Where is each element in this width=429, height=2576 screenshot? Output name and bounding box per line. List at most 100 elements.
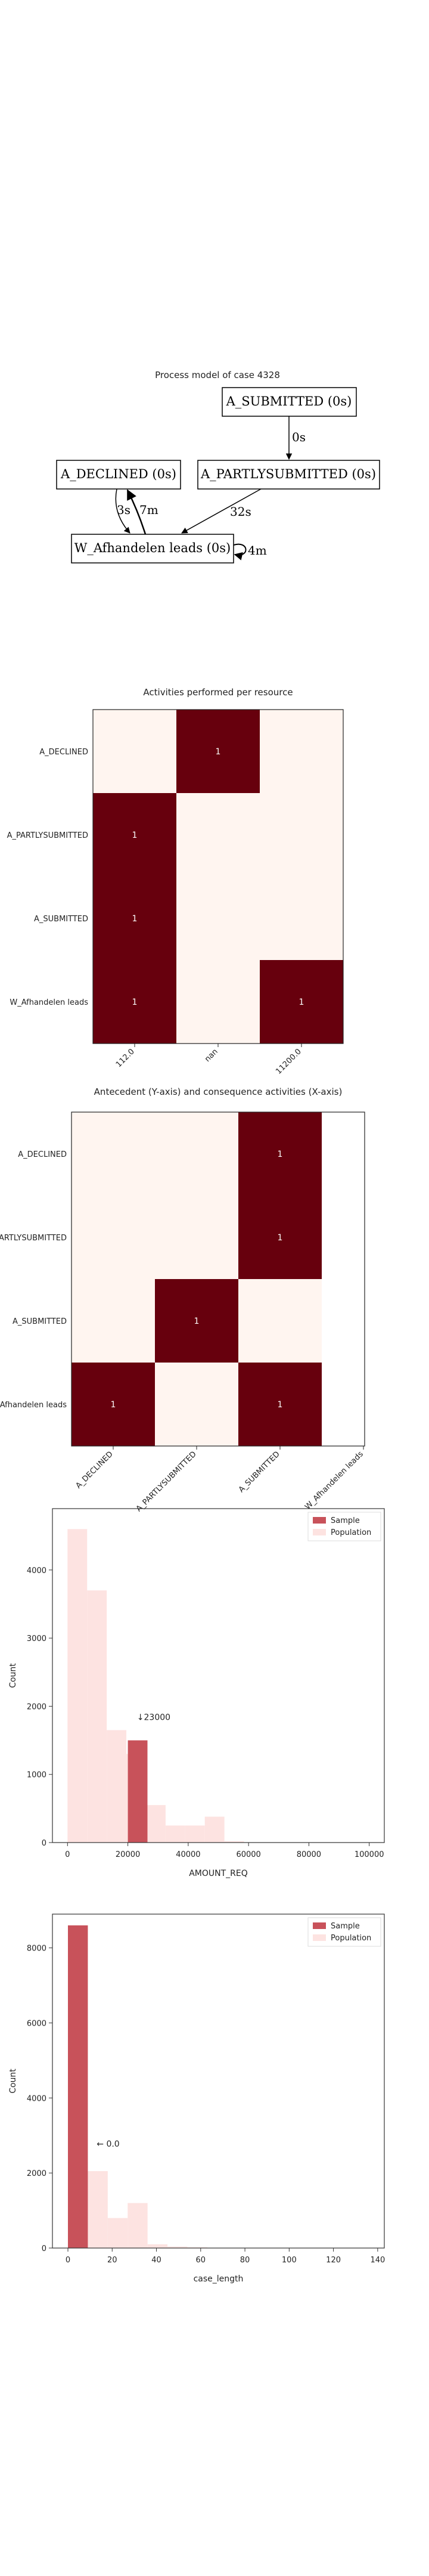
population-bar: [167, 2246, 188, 2248]
column-label: A_SUBMITTED: [237, 1450, 282, 1494]
column-label: A_DECLINED: [74, 1450, 114, 1490]
node-a-submitted-label: A_SUBMITTED (0s): [226, 394, 352, 408]
population-bar: [165, 1825, 185, 1843]
population-bar: [67, 1529, 88, 1843]
x-axis-label: case_length: [194, 2274, 244, 2284]
x-tick-label: 0: [65, 1850, 70, 1859]
x-tick-label: 120: [326, 2256, 341, 2265]
population-bar: [107, 2218, 128, 2248]
x-tick-label: 100000: [355, 1850, 384, 1859]
heatmap-cell: [260, 793, 343, 877]
y-tick-label: 1000: [27, 1771, 46, 1780]
y-tick-label: 4000: [27, 1566, 46, 1575]
heatmap-cell: [238, 1196, 322, 1279]
heatmap-cell: [176, 710, 260, 793]
y-tick-label: 8000: [27, 1945, 46, 1953]
edge-afhandelen-declined: [126, 489, 147, 535]
heatmap-cell: [93, 793, 176, 877]
row-label: W_Afhandelen leads: [10, 998, 88, 1007]
y-tick-label: 2000: [27, 2169, 46, 2178]
heatmap-cell: [260, 877, 343, 960]
x-tick-label: 100: [282, 2256, 297, 2265]
population-bar: [187, 2247, 207, 2248]
column-label: nan: [203, 1047, 220, 1064]
row-label: W_Afhandelen leads: [0, 1401, 67, 1410]
node-a-partlysubmitted-label: A_PARTLYSUBMITTED (0s): [200, 467, 376, 481]
edge-partly-afhandelen-label: 32s: [230, 504, 251, 519]
cell-value-label: 1: [132, 831, 138, 840]
cell-value-label: 1: [132, 914, 138, 924]
heatmap-cell: [93, 960, 176, 1044]
heatmap-cell: [72, 1112, 155, 1196]
population-bar: [224, 1841, 244, 1843]
edge-declined-afhandelen: [115, 488, 130, 534]
heatmap-cell: [155, 1279, 238, 1363]
process-model-graph: Process model of case 4328 A_SUBMITTED (…: [56, 370, 380, 564]
edge-afhandelen-self-label: 4m: [248, 543, 267, 558]
cell-value-label: 1: [299, 998, 304, 1007]
antecedent-consequence-heatmap: Antecedent (Y-axis) and consequence acti…: [0, 1086, 365, 1513]
population-bar: [185, 1825, 205, 1843]
population-bar: [147, 2244, 168, 2248]
population-bar: [107, 1730, 127, 1843]
x-tick-label: 140: [370, 2256, 385, 2265]
legend-swatch: [313, 1517, 326, 1524]
annotation-label: ↓23000: [137, 1713, 170, 1722]
cell-value-label: 1: [194, 1317, 200, 1326]
population-bar: [87, 1590, 107, 1843]
edge-partly-afhandelen: [181, 488, 262, 534]
heatmap-cell: [72, 1196, 155, 1279]
y-tick-label: 0: [42, 1839, 46, 1848]
heatmap-cell: [93, 877, 176, 960]
y-tick-label: 0: [42, 2244, 46, 2253]
sample-bar: [67, 1925, 88, 2248]
plot-frame: [71, 1111, 365, 1447]
heatmap-cell: [238, 1363, 322, 1446]
x-tick-label: 40000: [176, 1850, 200, 1859]
heatmap-cell: [72, 1363, 155, 1446]
heatmap-cell: [155, 1363, 238, 1446]
heatmap-cell: [155, 1196, 238, 1279]
x-tick-label: 80: [240, 2256, 250, 2265]
row-label: A_PARTLYSUBMITTED: [0, 1234, 67, 1243]
heatmap-cell: [176, 877, 260, 960]
population-bar: [88, 2171, 108, 2248]
annotation-label: ← 0.0: [97, 2140, 119, 2149]
edge-afhandelen-declined-label: 7m: [139, 503, 158, 517]
column-label: 11200.0: [274, 1047, 303, 1076]
sample-bar: [128, 1740, 148, 1843]
row-label: A_PARTLYSUBMITTED: [7, 831, 88, 840]
legend-label: Sample: [331, 1516, 360, 1525]
y-tick-label: 3000: [27, 1634, 46, 1643]
heatmap-cell: [176, 960, 260, 1044]
legend-label: Population: [331, 1934, 371, 1943]
edge-submitted-partly-label: 0s: [292, 430, 306, 444]
y-tick-label: 6000: [27, 2019, 46, 2028]
x-tick-label: 20: [107, 2256, 117, 2265]
activities-per-resource-heatmap: Activities performed per resource 1 A_DECL…: [7, 687, 344, 1076]
y-tick-label: 2000: [27, 1702, 46, 1711]
node-w-afhandelen-leads: [71, 534, 234, 564]
process-model-title: Process model of case 4328: [155, 370, 280, 380]
node-a-declined-label: A_DECLINED (0s): [60, 467, 176, 481]
legend-swatch: [313, 1934, 326, 1941]
population-bar: [204, 1816, 225, 1843]
row-label: A_DECLINED: [39, 748, 88, 757]
x-tick-label: 20000: [116, 1850, 140, 1859]
heatmap-cell: [260, 960, 343, 1044]
cell-value-label: 1: [216, 747, 221, 757]
cell-value-label: 1: [278, 1233, 283, 1243]
x-tick-label: 60: [196, 2256, 206, 2265]
x-tick-label: 40: [151, 2256, 161, 2265]
x-axis-label: AMOUNT_REQ: [189, 1869, 248, 1878]
edge-afhandelen-self: [233, 543, 247, 561]
plot-frame: [52, 1508, 385, 1843]
row-label: A_SUBMITTED: [34, 915, 88, 924]
column-label: 112.0: [114, 1047, 136, 1069]
heatmap-cell: [72, 1279, 155, 1363]
legend-swatch: [313, 1922, 326, 1929]
y-axis-label: Count: [8, 1663, 18, 1688]
heatmap-cell: [93, 710, 176, 793]
legend-swatch: [313, 1529, 326, 1535]
legend-label: Population: [331, 1528, 371, 1537]
